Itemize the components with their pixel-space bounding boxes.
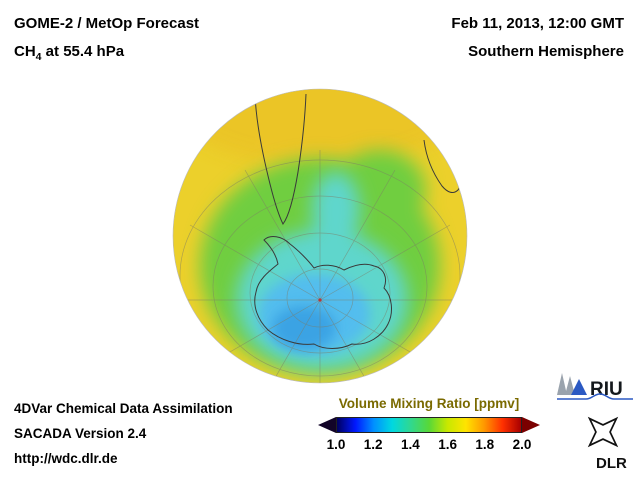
riu-logo: RIU — [556, 368, 634, 407]
cathedral-spire-icon — [557, 373, 567, 395]
header-right: Feb 11, 2013, 12:00 GMT Southern Hemisph… — [451, 10, 624, 66]
riu-roof-icon — [571, 379, 587, 395]
species-level-title: CH4 at 55.4 hPa — [14, 38, 199, 71]
credits: 4DVar Chemical Data Assimilation SACADA … — [14, 396, 233, 471]
globe-svg — [172, 88, 468, 384]
colorbar-tick: 1.4 — [401, 437, 420, 452]
dlr-wordmark: DLR — [596, 455, 627, 472]
pressure-level: at 55.4 hPa — [41, 43, 125, 60]
colorbar-tick: 1.2 — [363, 437, 383, 452]
colorbar-row — [318, 417, 540, 433]
riu-wave-icon — [557, 393, 633, 400]
datetime-label: Feb 11, 2013, 12:00 GMT — [451, 15, 624, 32]
colorbar-tick: 2.0 — [512, 437, 532, 452]
globe-region-top-tint — [173, 89, 467, 166]
colorbar-tick: 1.0 — [326, 437, 346, 452]
species-name: CH — [14, 43, 36, 60]
hemisphere-map — [172, 88, 468, 384]
colorbar-ticks: 1.0 1.2 1.4 1.6 1.8 2.0 — [327, 437, 532, 453]
coast-antarctica — [254, 236, 392, 349]
colorbar-tick: 1.6 — [438, 437, 457, 452]
colorbar-title: Volume Mixing Ratio [ppmv] — [338, 396, 520, 411]
product-title: GOME-2 / MetOp Forecast — [14, 15, 200, 32]
colorbar-tick: 1.8 — [475, 437, 495, 452]
colorbar-gradient — [336, 417, 522, 433]
dlr-star-icon — [587, 416, 619, 448]
colorbar-under-arrow — [318, 417, 336, 433]
coast-south-america — [254, 93, 307, 225]
colorbar-over-arrow — [522, 417, 540, 433]
species-subscript: 4 — [35, 51, 42, 63]
pole-marker — [318, 298, 322, 302]
region-label: Southern Hemisphere — [468, 43, 624, 60]
cathedral-spire-icon — [565, 376, 575, 395]
header-left: GOME-2 / MetOp Forecast CH4 at 55.4 hPa — [14, 10, 199, 71]
globe-rim — [172, 88, 468, 384]
version-label: SACADA Version 2.4 — [14, 426, 147, 441]
dlr-logo: DLR — [572, 410, 636, 477]
url-label: http://wdc.dlr.de — [14, 451, 118, 466]
assimilation-label: 4DVar Chemical Data Assimilation — [14, 401, 233, 416]
colorbar: Volume Mixing Ratio [ppmv] 1.0 1.2 1.4 1… — [318, 396, 540, 453]
riu-logo-svg: RIU — [557, 373, 633, 400]
graticule — [173, 150, 467, 383]
dlr-logo-svg: DLR — [587, 416, 627, 472]
